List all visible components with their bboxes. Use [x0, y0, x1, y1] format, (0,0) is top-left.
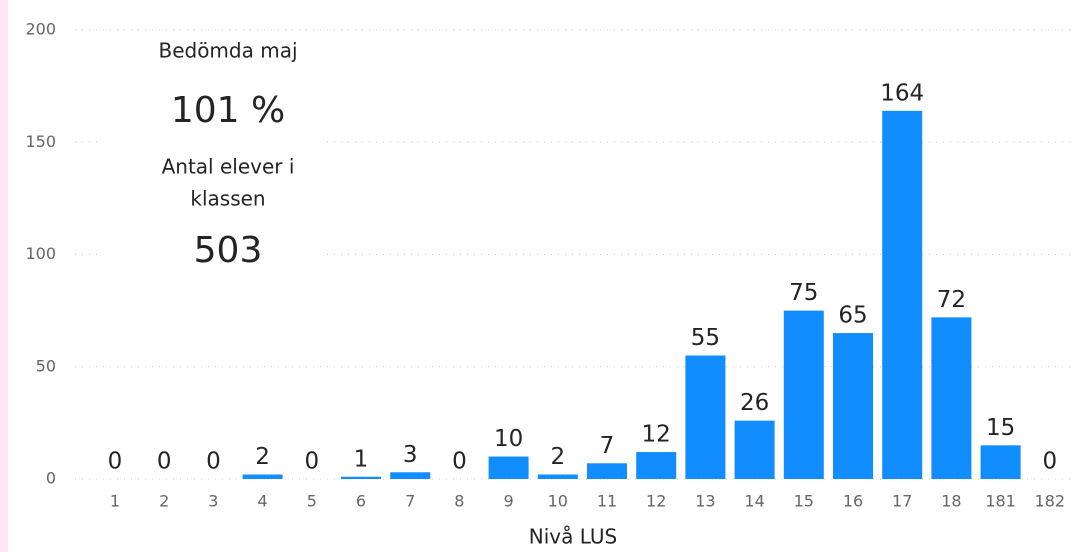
data-label: 0 — [452, 449, 467, 475]
x-tick-label: 17 — [892, 492, 912, 511]
bar — [882, 110, 923, 479]
data-label: 75 — [789, 280, 818, 306]
card-label: Bedömda maj — [158, 39, 297, 63]
y-tick-label: 0 — [46, 469, 56, 488]
bar — [685, 355, 726, 479]
x-tick-label: 182 — [1035, 492, 1066, 511]
bar — [980, 445, 1021, 479]
data-label: 7 — [600, 433, 615, 459]
bar — [488, 456, 529, 479]
data-label: 0 — [157, 449, 172, 475]
data-label: 2 — [255, 444, 270, 470]
bar — [242, 474, 283, 479]
card-value: 503 — [194, 230, 263, 271]
x-tick-label: 10 — [548, 492, 568, 511]
data-label: 55 — [691, 325, 720, 351]
data-label: 3 — [403, 442, 418, 468]
x-tick-label: 8 — [454, 492, 464, 511]
data-label: 65 — [838, 303, 867, 329]
x-tick-label: 18 — [941, 492, 961, 511]
x-tick-label: 12 — [646, 492, 666, 511]
data-label: 0 — [206, 449, 221, 475]
y-tick-label: 50 — [36, 356, 56, 375]
data-label: 1 — [354, 446, 369, 472]
x-tick-label: 181 — [985, 492, 1016, 511]
data-label: 164 — [880, 80, 924, 106]
x-tick-label: 16 — [843, 492, 863, 511]
x-tick-label: 2 — [159, 492, 169, 511]
data-label: 0 — [304, 449, 319, 475]
data-label: 26 — [740, 390, 769, 416]
x-tick-label: 11 — [597, 492, 617, 511]
card-background — [100, 48, 326, 278]
bar — [636, 452, 677, 479]
card-label: Antal elever i — [162, 155, 295, 179]
x-tick-label: 4 — [258, 492, 268, 511]
bar — [783, 310, 824, 479]
x-tick-label: 5 — [307, 492, 317, 511]
x-tick-label: 7 — [405, 492, 415, 511]
bar — [537, 474, 578, 479]
x-tick-label: 14 — [744, 492, 764, 511]
x-tick-label: 1 — [110, 492, 120, 511]
bar — [833, 333, 873, 479]
card-label: klassen — [190, 187, 265, 211]
x-tick-label: 9 — [504, 492, 514, 511]
data-label: 12 — [642, 422, 671, 448]
bar — [734, 420, 775, 479]
bar — [931, 317, 972, 479]
data-label: 72 — [937, 287, 966, 313]
x-axis-title: Nivå LUS — [529, 525, 617, 549]
x-tick-label: 6 — [356, 492, 366, 511]
side-strip — [0, 0, 8, 552]
x-tick-label: 15 — [794, 492, 814, 511]
data-label: 15 — [986, 415, 1015, 441]
x-tick-label: 13 — [695, 492, 715, 511]
y-tick-label: 200 — [25, 20, 56, 39]
x-tick-label: 3 — [208, 492, 218, 511]
data-label: 0 — [1042, 449, 1057, 475]
bar — [341, 476, 381, 479]
y-tick-label: 100 — [25, 244, 56, 263]
y-tick-label: 150 — [25, 132, 56, 151]
data-label: 0 — [108, 449, 123, 475]
data-label: 2 — [550, 444, 565, 470]
data-label: 10 — [494, 426, 523, 452]
bar — [390, 472, 431, 479]
card-value: 101 % — [171, 90, 285, 131]
bar — [587, 463, 627, 479]
